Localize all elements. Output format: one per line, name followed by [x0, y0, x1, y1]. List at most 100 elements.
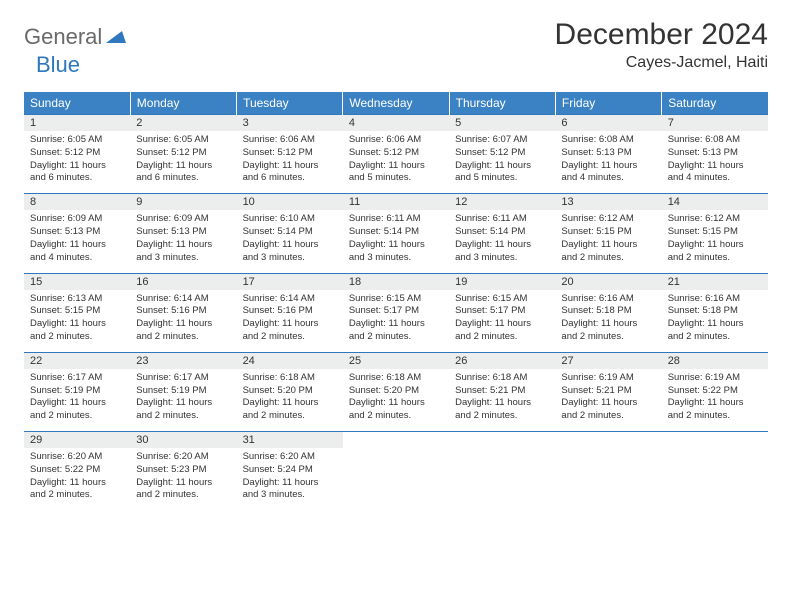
day-info: Sunrise: 6:20 AMSunset: 5:23 PMDaylight:…	[130, 448, 236, 510]
weekday-header: Saturday	[662, 92, 768, 115]
daylight-text: Daylight: 11 hours and 3 minutes.	[455, 239, 549, 265]
day-info: Sunrise: 6:12 AMSunset: 5:15 PMDaylight:…	[662, 210, 768, 273]
sunrise-text: Sunrise: 6:07 AM	[455, 134, 549, 147]
day-info: Sunrise: 6:18 AMSunset: 5:20 PMDaylight:…	[343, 369, 449, 432]
day-info: Sunrise: 6:06 AMSunset: 5:12 PMDaylight:…	[237, 131, 343, 194]
daylight-text: Daylight: 11 hours and 2 minutes.	[30, 477, 124, 503]
sunrise-text: Sunrise: 6:18 AM	[349, 372, 443, 385]
day-number: 14	[662, 194, 768, 211]
daylight-text: Daylight: 11 hours and 2 minutes.	[243, 397, 337, 423]
day-number: 18	[343, 273, 449, 290]
sunrise-text: Sunrise: 6:15 AM	[349, 293, 443, 306]
sunset-text: Sunset: 5:16 PM	[136, 305, 230, 318]
weekday-header: Monday	[130, 92, 236, 115]
sunset-text: Sunset: 5:13 PM	[136, 226, 230, 239]
day-info: Sunrise: 6:18 AMSunset: 5:20 PMDaylight:…	[237, 369, 343, 432]
daylight-text: Daylight: 11 hours and 4 minutes.	[30, 239, 124, 265]
daylight-text: Daylight: 11 hours and 2 minutes.	[561, 239, 655, 265]
daylight-text: Daylight: 11 hours and 4 minutes.	[668, 160, 762, 186]
day-info: Sunrise: 6:13 AMSunset: 5:15 PMDaylight:…	[24, 290, 130, 353]
sunrise-text: Sunrise: 6:13 AM	[30, 293, 124, 306]
daylight-text: Daylight: 11 hours and 4 minutes.	[561, 160, 655, 186]
weekday-header: Sunday	[24, 92, 130, 115]
sunrise-text: Sunrise: 6:16 AM	[668, 293, 762, 306]
day-info: Sunrise: 6:17 AMSunset: 5:19 PMDaylight:…	[130, 369, 236, 432]
day-number: 24	[237, 352, 343, 369]
sunrise-text: Sunrise: 6:06 AM	[243, 134, 337, 147]
sunset-text: Sunset: 5:14 PM	[349, 226, 443, 239]
daylight-text: Daylight: 11 hours and 2 minutes.	[243, 318, 337, 344]
day-info: Sunrise: 6:05 AMSunset: 5:12 PMDaylight:…	[24, 131, 130, 194]
sunrise-text: Sunrise: 6:20 AM	[243, 451, 337, 464]
day-number-row: 293031	[24, 432, 768, 449]
day-number: 5	[449, 115, 555, 132]
logo: General	[24, 24, 128, 50]
weekday-header: Wednesday	[343, 92, 449, 115]
day-info: Sunrise: 6:19 AMSunset: 5:21 PMDaylight:…	[555, 369, 661, 432]
sunrise-text: Sunrise: 6:12 AM	[561, 213, 655, 226]
sunset-text: Sunset: 5:20 PM	[349, 385, 443, 398]
sunrise-text: Sunrise: 6:08 AM	[668, 134, 762, 147]
day-info: Sunrise: 6:19 AMSunset: 5:22 PMDaylight:…	[662, 369, 768, 432]
sunset-text: Sunset: 5:17 PM	[455, 305, 549, 318]
logo-text-blue: Blue	[36, 52, 80, 77]
day-number: 26	[449, 352, 555, 369]
day-info-row: Sunrise: 6:05 AMSunset: 5:12 PMDaylight:…	[24, 131, 768, 194]
day-info: Sunrise: 6:08 AMSunset: 5:13 PMDaylight:…	[662, 131, 768, 194]
day-info: Sunrise: 6:08 AMSunset: 5:13 PMDaylight:…	[555, 131, 661, 194]
day-number: 13	[555, 194, 661, 211]
day-number: 23	[130, 352, 236, 369]
day-number: 4	[343, 115, 449, 132]
daylight-text: Daylight: 11 hours and 2 minutes.	[668, 239, 762, 265]
day-number: 16	[130, 273, 236, 290]
sunset-text: Sunset: 5:13 PM	[561, 147, 655, 160]
sunset-text: Sunset: 5:12 PM	[136, 147, 230, 160]
sunrise-text: Sunrise: 6:10 AM	[243, 213, 337, 226]
day-info: Sunrise: 6:15 AMSunset: 5:17 PMDaylight:…	[343, 290, 449, 353]
day-number: 30	[130, 432, 236, 449]
sunset-text: Sunset: 5:15 PM	[30, 305, 124, 318]
daylight-text: Daylight: 11 hours and 6 minutes.	[30, 160, 124, 186]
day-info: Sunrise: 6:09 AMSunset: 5:13 PMDaylight:…	[24, 210, 130, 273]
sunrise-text: Sunrise: 6:09 AM	[136, 213, 230, 226]
day-info: Sunrise: 6:06 AMSunset: 5:12 PMDaylight:…	[343, 131, 449, 194]
sunrise-text: Sunrise: 6:11 AM	[349, 213, 443, 226]
day-info-row: Sunrise: 6:20 AMSunset: 5:22 PMDaylight:…	[24, 448, 768, 510]
day-info-row: Sunrise: 6:09 AMSunset: 5:13 PMDaylight:…	[24, 210, 768, 273]
day-number: 6	[555, 115, 661, 132]
sunset-text: Sunset: 5:16 PM	[243, 305, 337, 318]
day-number-row: 891011121314	[24, 194, 768, 211]
sunset-text: Sunset: 5:21 PM	[561, 385, 655, 398]
day-number: 29	[24, 432, 130, 449]
daylight-text: Daylight: 11 hours and 6 minutes.	[136, 160, 230, 186]
day-info: Sunrise: 6:16 AMSunset: 5:18 PMDaylight:…	[555, 290, 661, 353]
daylight-text: Daylight: 11 hours and 2 minutes.	[455, 397, 549, 423]
day-number-row: 15161718192021	[24, 273, 768, 290]
sunrise-text: Sunrise: 6:06 AM	[349, 134, 443, 147]
sunset-text: Sunset: 5:13 PM	[668, 147, 762, 160]
day-number: 8	[24, 194, 130, 211]
day-number: 20	[555, 273, 661, 290]
day-number	[449, 432, 555, 449]
logo-text-general: General	[24, 24, 102, 50]
sunrise-text: Sunrise: 6:15 AM	[455, 293, 549, 306]
sunset-text: Sunset: 5:12 PM	[455, 147, 549, 160]
title-block: December 2024 Cayes-Jacmel, Haiti	[555, 18, 768, 72]
weekday-header-row: Sunday Monday Tuesday Wednesday Thursday…	[24, 92, 768, 115]
daylight-text: Daylight: 11 hours and 2 minutes.	[30, 397, 124, 423]
day-info: Sunrise: 6:17 AMSunset: 5:19 PMDaylight:…	[24, 369, 130, 432]
sunrise-text: Sunrise: 6:14 AM	[243, 293, 337, 306]
sunrise-text: Sunrise: 6:17 AM	[136, 372, 230, 385]
day-info	[449, 448, 555, 510]
daylight-text: Daylight: 11 hours and 3 minutes.	[243, 477, 337, 503]
sunset-text: Sunset: 5:12 PM	[30, 147, 124, 160]
daylight-text: Daylight: 11 hours and 3 minutes.	[349, 239, 443, 265]
sunrise-text: Sunrise: 6:09 AM	[30, 213, 124, 226]
day-info: Sunrise: 6:16 AMSunset: 5:18 PMDaylight:…	[662, 290, 768, 353]
daylight-text: Daylight: 11 hours and 3 minutes.	[243, 239, 337, 265]
location: Cayes-Jacmel, Haiti	[555, 54, 768, 72]
day-number: 1	[24, 115, 130, 132]
daylight-text: Daylight: 11 hours and 2 minutes.	[349, 397, 443, 423]
sunset-text: Sunset: 5:15 PM	[561, 226, 655, 239]
day-info-row: Sunrise: 6:17 AMSunset: 5:19 PMDaylight:…	[24, 369, 768, 432]
